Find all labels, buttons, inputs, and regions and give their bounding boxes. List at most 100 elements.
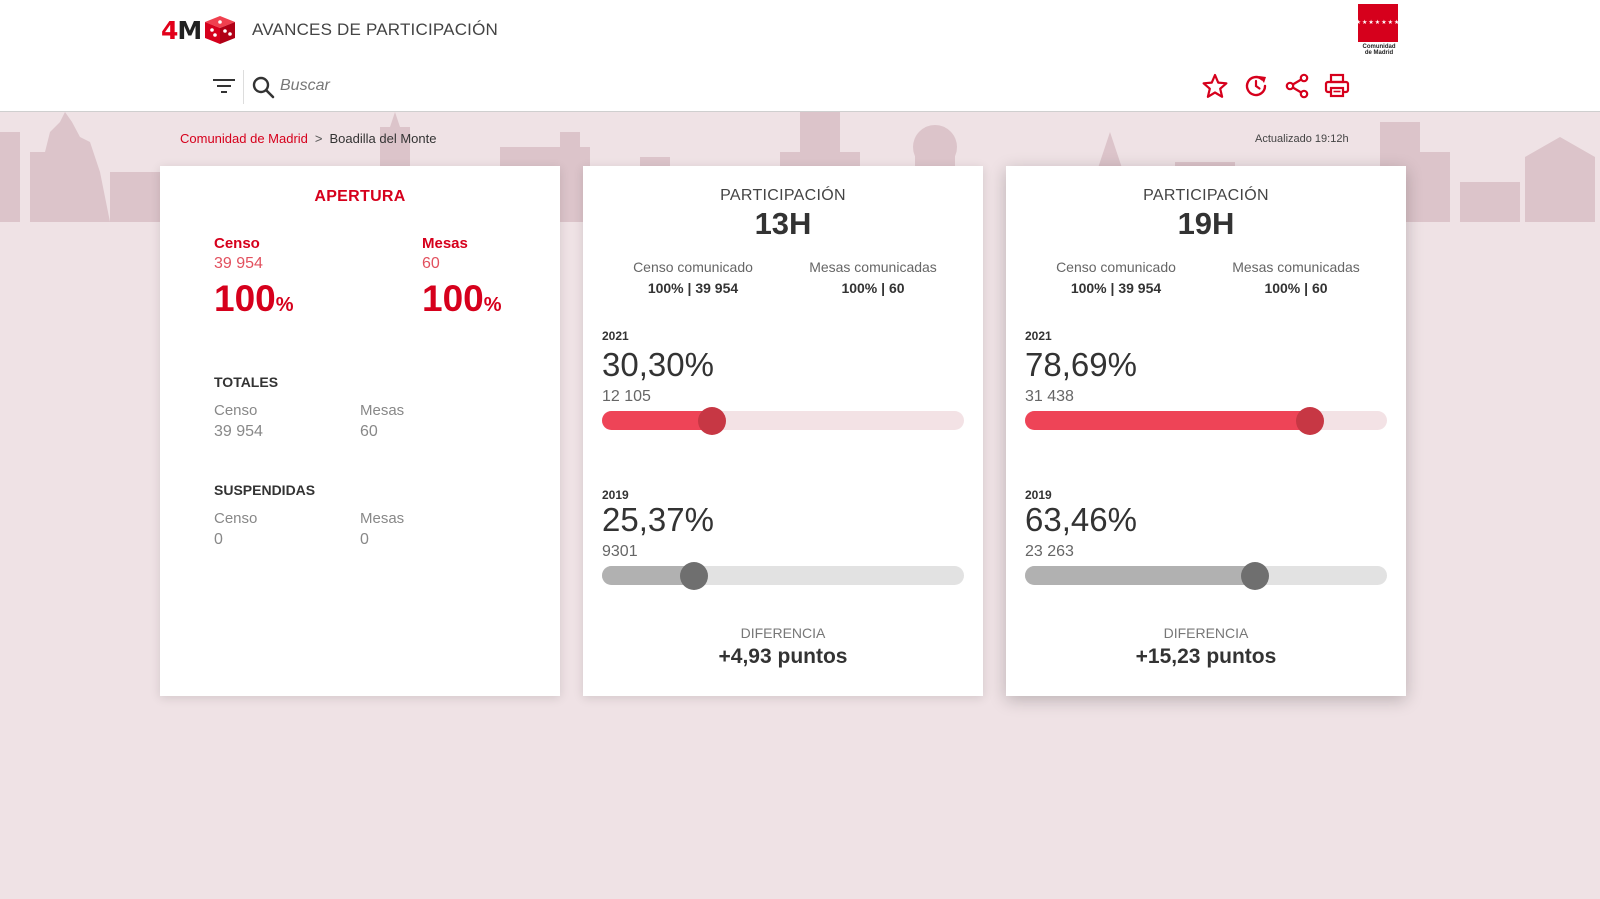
censo-comunicado: Censo comunicado 100% | 39 954 <box>1026 259 1206 296</box>
censo-comunicado-label: Censo comunicado <box>633 259 753 275</box>
current-progress-bar <box>1025 407 1387 435</box>
logo-text: 4M <box>161 15 202 45</box>
apertura-mesas-value: 60 <box>422 255 440 272</box>
current-progress-bar <box>602 407 964 435</box>
breadcrumb-separator: > <box>314 131 323 146</box>
censo-comunicado-value: 100% | 39 954 <box>1070 280 1162 296</box>
history-icon[interactable] <box>1243 73 1269 99</box>
top-header: 4M AVANCES DE PARTICIPACIÓN ★★★★★★★ Comu… <box>0 0 1600 112</box>
apertura-censo-label: Censo <box>214 235 260 252</box>
diferencia-label: DIFERENCIA <box>740 625 826 641</box>
previous-pct: 25,37% <box>602 501 714 538</box>
apertura-mesas-label: Mesas <box>422 235 468 252</box>
mesas-comunicadas: Mesas comunicadas 100% | 60 <box>783 259 963 296</box>
current-progress-fill <box>1025 411 1310 430</box>
suspendidas-mesas-value: 0 <box>360 531 369 548</box>
mesas-comunicadas-label: Mesas comunicadas <box>1232 259 1360 275</box>
suspendidas-censo: Censo 0 <box>214 510 257 549</box>
logo-prefix: 4 <box>161 15 178 45</box>
mesas-comunicadas: Mesas comunicadas 100% | 60 <box>1206 259 1386 296</box>
mesas-comunicadas-value: 100% | 60 <box>841 280 905 296</box>
previous-pct: 63,46% <box>1025 501 1137 538</box>
search-input[interactable] <box>280 73 580 99</box>
apertura-censo: Censo 39 954 100% <box>214 235 294 320</box>
pct-unit: % <box>483 294 502 316</box>
previous-progress-knob[interactable] <box>679 562 708 590</box>
cm-logo-line2: de Madrid <box>1364 50 1394 56</box>
mesas-comunicadas-label: Mesas comunicadas <box>809 259 937 275</box>
participacion-title: PARTICIPACIÓN <box>1143 187 1269 204</box>
brand-logo[interactable]: 4M <box>161 14 237 46</box>
current-progress-knob[interactable] <box>1295 407 1324 435</box>
current-pct: 30,30% <box>602 346 714 383</box>
previous-year: 2019 <box>602 488 629 502</box>
apertura-censo-value: 39 954 <box>214 255 263 272</box>
totales-mesas-value: 60 <box>360 423 378 440</box>
previous-votes: 9301 <box>602 543 638 560</box>
cm-logo-line1: Comunidad <box>1362 44 1396 50</box>
filter-icon[interactable] <box>212 76 236 96</box>
diferencia-value: +15,23 puntos <box>1135 645 1277 668</box>
suspendidas-title: SUSPENDIDAS <box>214 482 316 498</box>
ballot-box-icon <box>205 16 236 44</box>
share-icon[interactable] <box>1284 73 1310 99</box>
previous-progress-bar <box>1025 562 1387 590</box>
print-icon[interactable] <box>1324 73 1350 99</box>
comunidad-madrid-logo[interactable]: ★★★★★★★ Comunidad de Madrid <box>1355 4 1401 58</box>
totales-censo-label: Censo <box>214 402 258 419</box>
apertura-mesas-pct-number: 100 <box>422 278 484 319</box>
suspendidas-censo-value: 0 <box>214 531 223 548</box>
search-icon[interactable] <box>251 75 275 99</box>
previous-year: 2019 <box>1025 488 1052 502</box>
totales-censo: Censo 39 954 <box>214 402 263 441</box>
apertura-mesas: Mesas 60 100% <box>422 235 502 320</box>
previous-progress-bar <box>602 562 964 590</box>
apertura-mesas-pct: 100% <box>422 278 502 320</box>
current-pct: 78,69% <box>1025 346 1137 383</box>
totales-censo-value: 39 954 <box>214 423 263 440</box>
apertura-censo-pct: 100% <box>214 278 294 320</box>
participacion-hour: 13H <box>754 206 812 241</box>
censo-comunicado-value: 100% | 39 954 <box>647 280 739 296</box>
madrid-flag-icon: ★★★★★★★ <box>1355 4 1401 42</box>
apertura-censo-pct-number: 100 <box>214 278 276 319</box>
current-progress-fill <box>602 411 712 430</box>
header-divider <box>243 70 244 104</box>
breadcrumb-current: Boadilla del Monte <box>329 131 437 146</box>
participacion-hour: 19H <box>1177 206 1235 241</box>
breadcrumb: Comunidad de Madrid > Boadilla del Monte <box>180 131 436 146</box>
breadcrumb-root[interactable]: Comunidad de Madrid <box>180 131 308 146</box>
totales-mesas-label: Mesas <box>360 402 405 419</box>
previous-progress-fill <box>602 566 694 585</box>
suspendidas-mesas-label: Mesas <box>360 510 405 527</box>
current-votes: 31 438 <box>1025 388 1074 405</box>
star-icon[interactable] <box>1202 73 1228 99</box>
previous-progress-knob[interactable] <box>1240 562 1269 590</box>
apertura-card: APERTURA Censo 39 954 100% Mesas 60 100%… <box>160 166 560 696</box>
suspendidas-censo-label: Censo <box>214 510 258 527</box>
pct-unit: % <box>275 294 294 316</box>
mesas-comunicadas-value: 100% | 60 <box>1264 280 1328 296</box>
diferencia-label: DIFERENCIA <box>1163 625 1249 641</box>
current-year: 2021 <box>602 329 629 343</box>
apertura-title: APERTURA <box>314 188 406 205</box>
previous-progress-fill <box>1025 566 1255 585</box>
totales-mesas: Mesas 60 <box>360 402 404 441</box>
censo-comunicado: Censo comunicado 100% | 39 954 <box>603 259 783 296</box>
current-progress-knob[interactable] <box>697 407 726 435</box>
censo-comunicado-label: Censo comunicado <box>1056 259 1176 275</box>
app-title: AVANCES DE PARTICIPACIÓN <box>252 20 498 39</box>
suspendidas-mesas: Mesas 0 <box>360 510 404 549</box>
logo-suffix: M <box>177 15 202 45</box>
flag-stars: ★★★★★★★ <box>1355 20 1401 26</box>
current-votes: 12 105 <box>602 388 651 405</box>
previous-votes: 23 263 <box>1025 543 1074 560</box>
diferencia-value: +4,93 puntos <box>718 645 848 668</box>
cm-logo-text: Comunidad de Madrid <box>1358 44 1400 56</box>
participacion-13h-card: PARTICIPACIÓN 13H Censo comunicado 100% … <box>583 166 983 696</box>
totales-title: TOTALES <box>214 374 279 390</box>
participacion-19h-card: PARTICIPACIÓN 19H Censo comunicado 100% … <box>1006 166 1406 696</box>
updated-timestamp: Actualizado 19:12h <box>1255 133 1349 145</box>
participacion-title: PARTICIPACIÓN <box>720 187 846 204</box>
current-year: 2021 <box>1025 329 1052 343</box>
